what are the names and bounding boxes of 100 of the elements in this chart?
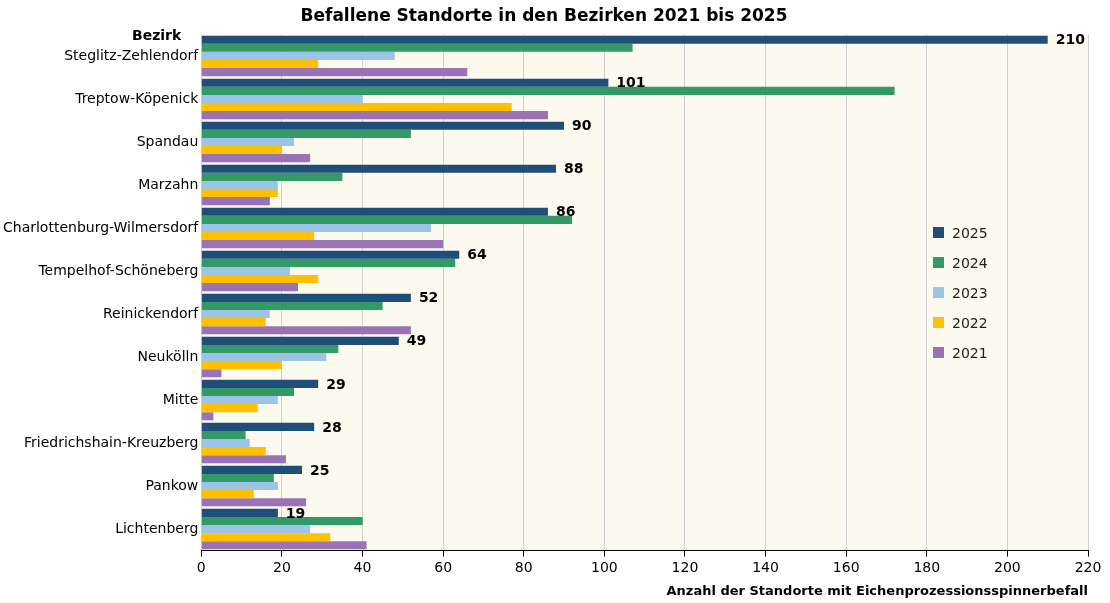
bar (201, 266, 290, 276)
bar (201, 164, 556, 173)
bar (201, 51, 395, 60)
bar (201, 369, 222, 378)
bar (201, 223, 432, 233)
bar (201, 102, 512, 112)
bar (201, 86, 895, 95)
x-tick-label: 120 (671, 558, 699, 575)
x-tick-label: 20 (272, 558, 291, 575)
bar (201, 430, 246, 440)
data-label: 29 (326, 375, 346, 392)
bar (201, 404, 258, 413)
x-axis-title: Anzahl der Standorte mit Eichenprozessionsspinnerbefall (666, 582, 1088, 598)
bar (201, 111, 548, 120)
bar (201, 490, 254, 499)
x-tick-label: 80 (514, 558, 533, 575)
data-label: 25 (310, 461, 330, 478)
bar (201, 232, 315, 241)
x-tick-label: 180 (913, 558, 941, 575)
bar (201, 439, 250, 448)
bar (201, 145, 282, 155)
bar (201, 498, 307, 507)
y-tick-label: Tempelhof-Schöneberg (37, 261, 199, 278)
bar (201, 387, 294, 396)
bar (201, 455, 286, 464)
y-tick-label: Neukölln (137, 347, 199, 364)
bar (201, 465, 303, 474)
bar (201, 240, 444, 249)
data-label: 28 (322, 418, 342, 435)
y-tick-label: Friedrichshain-Kreuzberg (23, 433, 199, 450)
x-tick-label: 0 (196, 558, 206, 575)
x-tick-label: 220 (1074, 558, 1102, 575)
bar (201, 78, 609, 87)
bar (201, 301, 383, 310)
bar (201, 447, 266, 456)
data-label: 19 (285, 504, 306, 521)
bar (201, 326, 411, 335)
legend-label: 2022 (952, 314, 988, 331)
bar (201, 482, 278, 491)
bar (201, 336, 399, 345)
y-tick-label: Pankow (145, 476, 199, 493)
bar (201, 412, 214, 421)
x-tick-label: 140 (752, 558, 779, 575)
bar (201, 275, 319, 284)
bar (201, 137, 294, 146)
bar (201, 361, 282, 370)
bar (201, 172, 343, 181)
x-tick-label: 200 (994, 558, 1021, 575)
bar (201, 250, 460, 259)
y-tick-label: Reinickendorf (103, 304, 200, 321)
y-tick-label: Charlottenburg-Wilmersdorf (3, 218, 200, 235)
bar (201, 207, 548, 216)
x-tick-label: 100 (590, 558, 618, 575)
y-tick-label: Spandau (136, 132, 199, 149)
bar (201, 525, 311, 534)
bar (201, 154, 311, 163)
bar (201, 43, 633, 52)
y-tick-label: Marzahn (138, 175, 199, 192)
data-label: 101 (616, 74, 646, 91)
data-label: 90 (572, 117, 592, 134)
data-label: 88 (563, 160, 584, 177)
data-label: 64 (467, 246, 487, 263)
bar (201, 68, 468, 77)
bar (201, 215, 573, 224)
bar (201, 197, 270, 206)
bar (201, 541, 367, 550)
bar (201, 318, 266, 327)
bar (201, 422, 315, 431)
bar (201, 258, 456, 267)
bar (201, 129, 411, 138)
x-tick-label: 60 (434, 558, 453, 575)
y-tick-label: Steglitz-Zehlendorf (64, 46, 200, 63)
legend-label: 2024 (952, 254, 988, 271)
bar (201, 473, 274, 483)
y-tick-label: Treptow-Köpenick (74, 89, 200, 106)
data-label: 210 (1055, 31, 1086, 48)
bar (201, 293, 411, 302)
data-label: 49 (406, 332, 427, 349)
bar (201, 344, 339, 353)
bar (201, 516, 363, 526)
legend-label: 2021 (952, 344, 988, 361)
bar (201, 59, 319, 69)
x-tick-label: 160 (832, 558, 860, 575)
bar (201, 352, 327, 362)
bar (201, 309, 270, 319)
y-tick-label: Lichtenberg (115, 519, 199, 536)
data-label: 86 (555, 203, 576, 220)
bar (201, 35, 1048, 44)
bar (201, 121, 565, 130)
bar (201, 508, 278, 517)
y-tick-label: Mitte (162, 390, 199, 407)
bar (201, 94, 363, 103)
data-label: 52 (418, 289, 439, 306)
y-axis-title: Bezirk (131, 27, 182, 44)
legend-label: 2023 (952, 284, 988, 301)
legend-label: 2025 (952, 224, 988, 241)
bar (201, 533, 331, 542)
bar (201, 189, 278, 198)
bar (201, 283, 299, 292)
chart-title: Befallene Standorte in den Bezirken 2021 bis 2025 (300, 4, 788, 25)
